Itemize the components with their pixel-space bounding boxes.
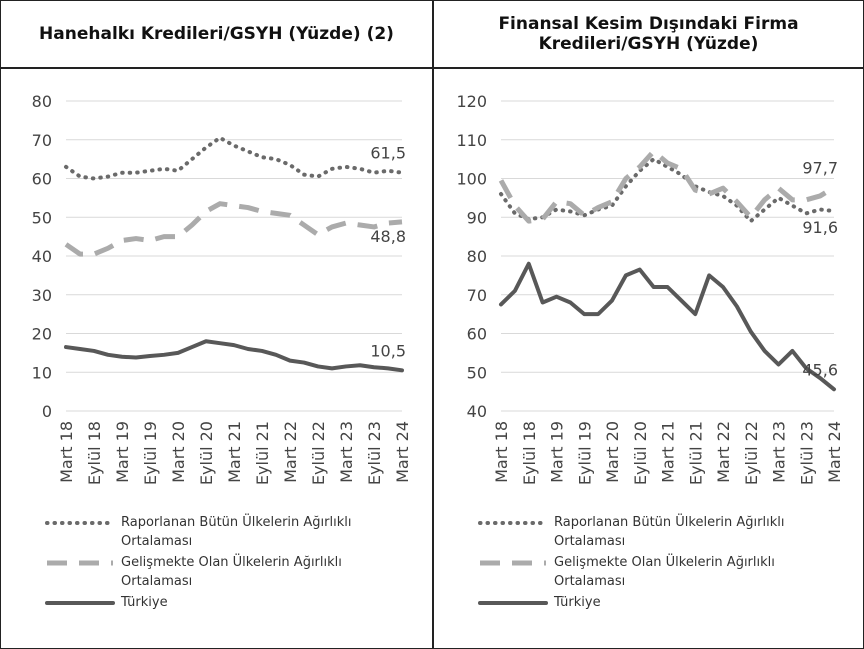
plot: 40 50 60 70 80 90 100 110 120 Mart 18 Eylül 18 Mart… (456, 92, 844, 485)
legend-swatch (478, 521, 548, 525)
x-tick-label: Mart 24 (393, 421, 412, 483)
legend-item: Raporlanan Bütün Ülkelerin Ağırlıklı Ort… (41, 513, 411, 551)
panel: Finansal Kesim Dışındaki Firma Kredileri… (432, 1, 863, 648)
y-tick-label: 100 (456, 170, 487, 189)
x-tick-label: Eylül 23 (365, 421, 384, 485)
y-tick-label: 50 (467, 363, 487, 382)
series-line (64, 135, 404, 181)
y-tick-label: 120 (456, 92, 487, 111)
x-tick-label: Mart 19 (113, 421, 132, 483)
legend-item: Türkiye (41, 593, 411, 612)
y-tick-label: 50 (32, 208, 52, 227)
y-tick-label: 60 (467, 325, 487, 344)
legend-item: Türkiye (474, 593, 844, 612)
y-tick-label: 60 (32, 170, 52, 189)
value-label: 45,6 (802, 360, 838, 379)
series-line (64, 339, 404, 373)
series-line (499, 157, 836, 224)
x-tick-label: Eylül 22 (309, 421, 328, 485)
legend-label: Türkiye (554, 595, 601, 610)
x-tick-label: Mart 19 (548, 421, 567, 483)
chart-title: Finansal Kesim Dışındaki Firma Kredileri… (434, 1, 863, 69)
legend-item: Gelişmekte Olan Ülkelerin Ağırlıklı Orta… (474, 553, 844, 591)
panel: Hanehalkı Kredileri/GSYH (Yüzde) (2) 0 10 2… (1, 1, 432, 648)
x-tick-label: Eylül 18 (85, 421, 104, 485)
x-tick-label: Mart 21 (225, 421, 244, 483)
value-label: 97,7 (802, 158, 838, 177)
x-tick-label: Eylül 20 (631, 421, 650, 485)
legend-label: Raporlanan Bütün Ülkelerin Ağırlıklı Ort… (121, 515, 352, 549)
x-tick-label: Eylül 19 (575, 421, 594, 485)
x-tick-label: Mart 22 (714, 421, 733, 483)
series-line (498, 148, 836, 224)
x-tick-label: Eylül 20 (197, 421, 216, 485)
y-tick-label: 40 (32, 247, 52, 266)
x-tick-label: Mart 21 (659, 421, 678, 483)
x-tick-label: Mart 23 (337, 421, 356, 483)
y-tick-label: 80 (32, 92, 52, 111)
y-tick-label: 80 (467, 247, 487, 266)
legend-label: Türkiye (121, 595, 168, 610)
legend-swatch (45, 521, 115, 525)
x-tick-label: Eylül 21 (253, 421, 272, 485)
legend-item: Gelişmekte Olan Ülkelerin Ağırlıklı Orta… (41, 553, 411, 591)
value-label: 61,5 (370, 144, 406, 163)
y-tick-label: 70 (32, 131, 52, 150)
x-tick-label: Eylül 22 (742, 421, 761, 485)
y-tick-label: 40 (467, 402, 487, 421)
value-label: 91,6 (802, 218, 838, 237)
x-tick-label: Eylül 18 (520, 421, 539, 485)
series-line (499, 261, 836, 392)
legend-swatch (480, 560, 546, 566)
y-tick-label: 70 (467, 286, 487, 305)
x-tick-label: Eylül 23 (797, 421, 816, 485)
x-tick-label: Mart 20 (603, 421, 622, 483)
legend-label: Gelişmekte Olan Ülkelerin Ağırlıklı Orta… (554, 555, 775, 589)
series-line (64, 201, 403, 257)
x-tick-label: Mart 18 (492, 421, 511, 483)
x-tick-label: Mart 23 (770, 421, 789, 483)
chart-title: Hanehalkı Kredileri/GSYH (Yüzde) (2) (1, 1, 432, 69)
value-label: 10,5 (370, 341, 406, 360)
y-tick-label: 30 (32, 286, 52, 305)
plot: 0 10 20 30 40 50 60 70 80 Mart 18 Eylül 18 Mart 19 E… (32, 92, 412, 485)
legend-swatch (47, 560, 113, 566)
legend: Raporlanan Bütün Ülkelerin Ağırlıklı Ort… (41, 513, 411, 614)
y-tick-label: 110 (456, 131, 487, 150)
x-tick-label: Mart 20 (169, 421, 188, 483)
x-tick-label: Mart 18 (57, 421, 76, 483)
legend-label: Raporlanan Bütün Ülkelerin Ağırlıklı Ort… (554, 515, 785, 549)
y-tick-label: 90 (467, 208, 487, 227)
x-tick-label: Mart 24 (825, 421, 844, 483)
legend-swatch (478, 601, 548, 605)
y-tick-label: 10 (32, 363, 52, 382)
y-tick-label: 0 (42, 402, 52, 421)
value-label: 48,8 (370, 227, 406, 246)
x-tick-label: Eylül 19 (141, 421, 160, 485)
legend-swatch (45, 601, 115, 605)
y-tick-label: 20 (32, 325, 52, 344)
legend: Raporlanan Bütün Ülkelerin Ağırlıklı Ort… (474, 513, 844, 614)
legend-item: Raporlanan Bütün Ülkelerin Ağırlıklı Ort… (474, 513, 844, 551)
x-tick-label: Eylül 21 (686, 421, 705, 485)
legend-label: Gelişmekte Olan Ülkelerin Ağırlıklı Orta… (121, 555, 342, 589)
x-tick-label: Mart 22 (281, 421, 300, 483)
